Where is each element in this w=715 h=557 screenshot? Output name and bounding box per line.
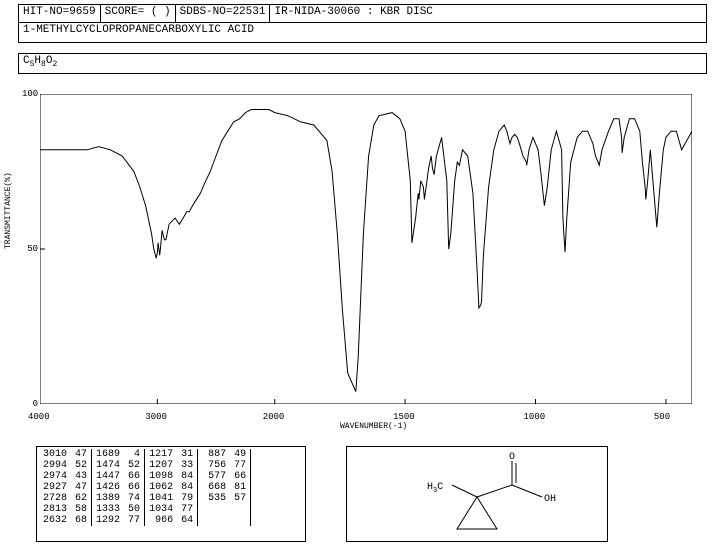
peak-table: 3010471689412173188749 29945214745212073… — [36, 446, 306, 542]
methyl-label: H3C — [427, 482, 443, 495]
x-tick-1500: 1500 — [393, 412, 415, 422]
spectrum-chart — [40, 94, 692, 404]
y-tick-50: 50 — [22, 244, 38, 254]
x-tick-3000: 3000 — [145, 412, 167, 422]
formula: C5H8O2 — [18, 53, 707, 74]
oh-label: OH — [544, 494, 556, 505]
compound-name: 1-METHYLCYCLOPROPANECARBOXYLIC ACID — [18, 23, 707, 43]
score: SCORE= ( ) — [101, 5, 176, 22]
sdbs-no: SDBS-NO=22531 — [176, 5, 271, 22]
o-label: O — [509, 452, 515, 463]
x-tick-500: 500 — [654, 412, 670, 422]
chart-svg — [40, 94, 692, 404]
y-tick-100: 100 — [22, 89, 38, 99]
x-tick-1000: 1000 — [524, 412, 546, 422]
ir-nida: IR-NIDA-30060 : KBR DISC — [270, 5, 706, 22]
x-tick-4000: 4000 — [28, 412, 50, 422]
structure-diagram: H3C O OH — [346, 446, 608, 542]
x-tick-2000: 2000 — [263, 412, 285, 422]
y-tick-0: 0 — [22, 399, 38, 409]
y-axis-label: TRANSMITTANCE(%) — [4, 172, 13, 249]
header-row: HIT-NO=9659 SCORE= ( ) SDBS-NO=22531 IR-… — [18, 4, 707, 23]
hit-no: HIT-NO=9659 — [19, 5, 101, 22]
x-axis-label: WAVENUMBER(-1) — [340, 422, 407, 431]
